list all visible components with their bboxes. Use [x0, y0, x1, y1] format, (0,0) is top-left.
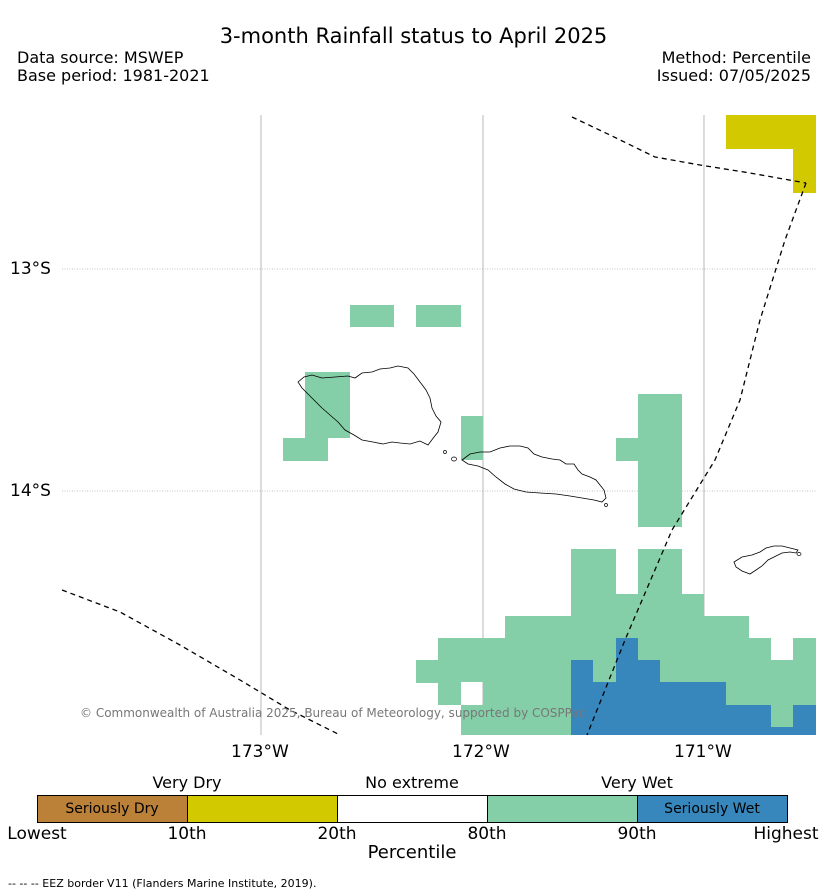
- map-title: 3-month Rainfall status to April 2025: [219, 24, 608, 48]
- legend-segment-very-dry: [187, 795, 338, 823]
- eez-border-north: [571, 116, 807, 184]
- very-wet-cells: [283, 305, 816, 735]
- legend-segment-seriously-dry: [37, 795, 188, 823]
- legend-tick-90th: 90th: [617, 824, 657, 844]
- very-dry-cells: [726, 115, 816, 193]
- tutuila-island: [733, 545, 799, 575]
- data-source-label: Data source: MSWEP: [17, 48, 184, 67]
- legend-seriously-wet-label: Seriously Wet: [664, 801, 760, 817]
- legend-seriously-dry-label: Seriously Dry: [65, 801, 159, 817]
- upolu-island: [461, 445, 607, 503]
- lat-label-14s: 14°S: [10, 481, 51, 501]
- legend-tick-10th: 10th: [167, 824, 207, 844]
- legend-colorbar: [37, 795, 788, 823]
- legend-very-dry-label: Very Dry: [152, 773, 222, 792]
- seriously-wet-cells: [571, 638, 816, 735]
- legend-tick-20th: 20th: [317, 824, 357, 844]
- legend-segment-seriously-wet: [637, 795, 788, 823]
- lon-label-172w: 172°W: [452, 742, 510, 762]
- legend-segment-no-extreme: [337, 795, 488, 823]
- aunuu-islet: [796, 552, 802, 556]
- lon-label-171w: 171°W: [674, 742, 732, 762]
- method-label: Method: Percentile: [661, 48, 811, 67]
- eez-footnote: -- -- -- EEZ border V11 (Flanders Marine…: [8, 877, 317, 890]
- copyright-notice: © Commonwealth of Australia 2025, Bureau…: [80, 706, 586, 720]
- manono-islet: [451, 456, 457, 462]
- legend-segment-very-wet: [487, 795, 638, 823]
- eez-border-southwest: [61, 589, 341, 736]
- islet: [443, 450, 447, 454]
- legend-no-extreme-label: No extreme: [365, 773, 459, 792]
- savaii-island: [297, 365, 442, 446]
- legend-axis-title: Percentile: [367, 842, 457, 863]
- lat-label-13s: 13°S: [10, 259, 51, 279]
- legend-tick-highest: Highest: [753, 824, 819, 844]
- lon-label-173w: 173°W: [231, 742, 289, 762]
- eez-borders: [61, 116, 807, 736]
- legend-tick-lowest: Lowest: [7, 824, 67, 844]
- legend-tick-80th: 80th: [467, 824, 507, 844]
- issued-date-label: Issued: 07/05/2025: [656, 66, 811, 85]
- base-period-label: Base period: 1981-2021: [17, 66, 210, 85]
- islet: [604, 503, 608, 507]
- legend-very-wet-label: Very Wet: [601, 773, 673, 792]
- eez-border-east: [586, 182, 807, 736]
